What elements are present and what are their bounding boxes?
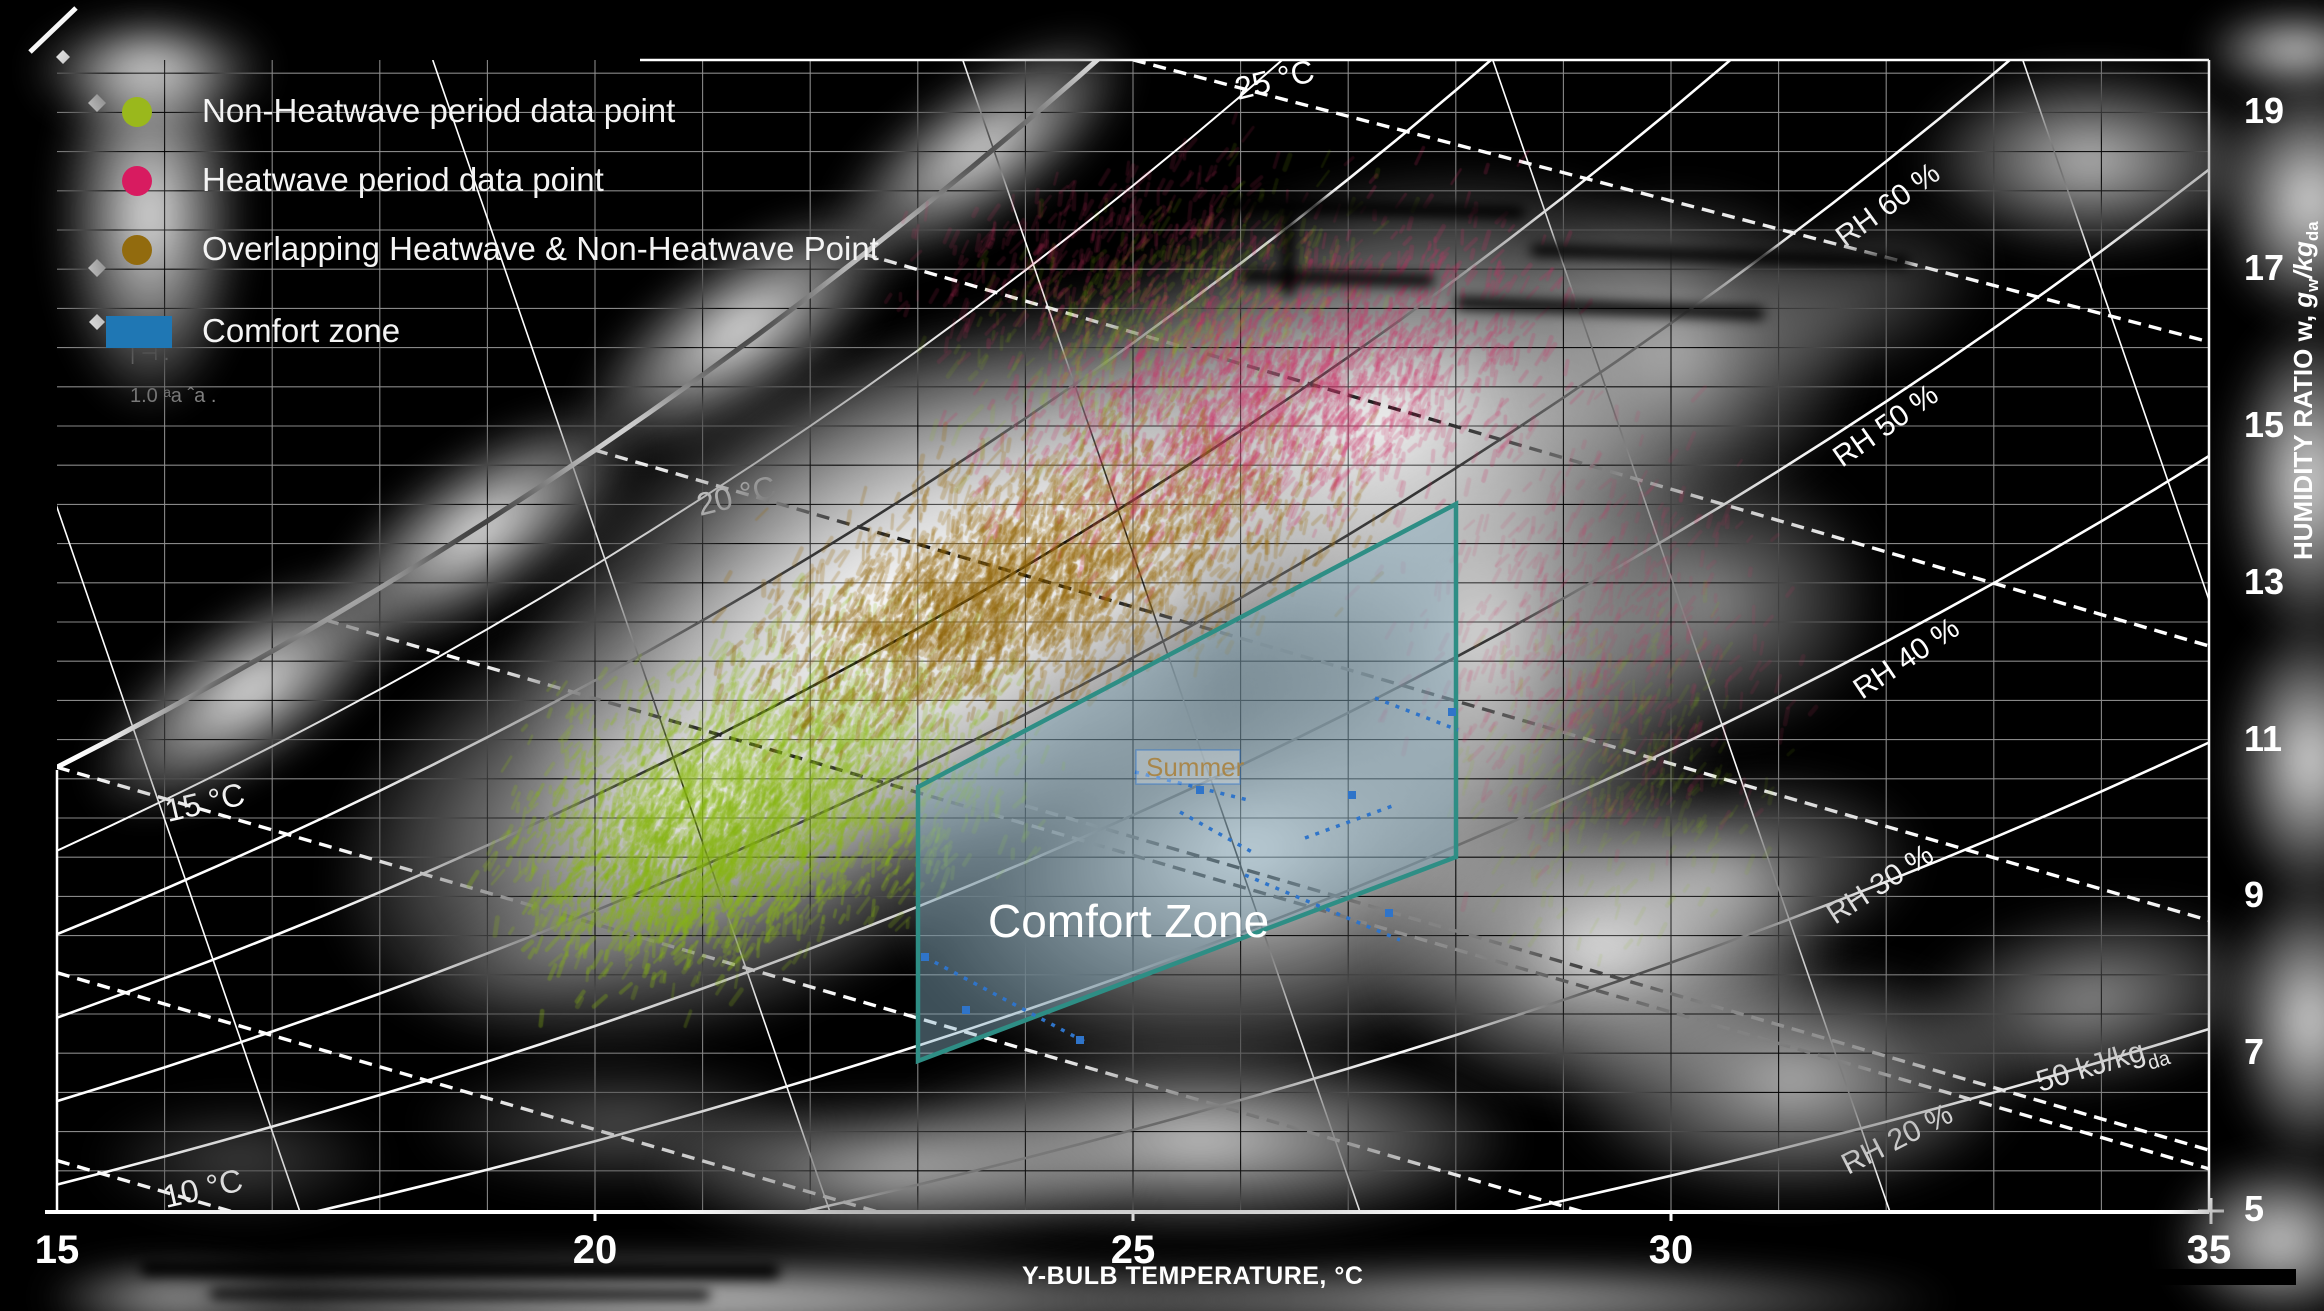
y-tick-label: 13 [2244, 560, 2285, 602]
summer-annotation-box [1135, 749, 1241, 785]
y-tick-label: 17 [2244, 247, 2285, 289]
x-tick-label: 25 [1110, 1228, 1156, 1272]
legend-marker-icon [122, 97, 152, 127]
summer-trace [1374, 696, 1459, 732]
comfort-zone-label: Comfort Zone [988, 895, 1270, 947]
black-smudge [209, 1289, 711, 1300]
legend-item-3: Comfort zone [202, 312, 401, 349]
summer-trace-marker [921, 953, 929, 961]
y-axis-title-part: da [2303, 221, 2323, 242]
y-axis-title: HUMIDITY RATIO w, gw/kgda [2288, 221, 2323, 560]
summer-trace [1179, 810, 1253, 854]
black-smudge [139, 1260, 781, 1279]
summer-trace-marker [962, 1006, 970, 1014]
x-axis-title: Y-BULB TEMPERATURE, °C [1022, 1262, 1364, 1290]
bottom-right-bar [2018, 1269, 2296, 1285]
legend-item-1: Heatwave period data point [202, 161, 604, 198]
summer-annotation-label: Summer [1146, 752, 1245, 782]
summer-trace-marker [1448, 708, 1456, 716]
y-tick-label: 19 [2244, 90, 2285, 132]
comfort-zone-polygon [915, 500, 1459, 1065]
legend-item-0: Non-Heatwave period data point [202, 92, 676, 129]
summer-trace-marker [1385, 909, 1393, 917]
black-smudge [1282, 205, 1294, 295]
y-tick-label: 11 [2244, 717, 2283, 759]
y-axis-title-part: w [2303, 278, 2323, 292]
y-tick-label: 15 [2244, 404, 2285, 445]
summer-trace-marker [1076, 1036, 1084, 1044]
summer-trace [1134, 770, 1249, 802]
x-tick-label: 35 [2186, 1228, 2232, 1272]
legend-marker-icon [122, 235, 152, 265]
summer-trace [924, 955, 1086, 1044]
legend-marker-icon [122, 166, 152, 196]
y-axis-title-part: /kg [2288, 241, 2318, 279]
x-tick-label: 20 [572, 1228, 618, 1272]
y-axis-title-part: g [2288, 291, 2318, 308]
y-tick-label: 7 [2244, 1031, 2265, 1073]
comfort-zone-swatch [106, 316, 172, 348]
summer-trace [1304, 803, 1396, 840]
legend-item-2: Overlapping Heatwave & Non-Heatwave Poin… [202, 230, 879, 267]
y-tick-label: 5 [2244, 1188, 2265, 1229]
x-tick-label: 15 [34, 1228, 80, 1272]
y-tick-label: 9 [2244, 874, 2265, 916]
summer-trace-marker [1196, 786, 1204, 794]
summer-trace-marker [1348, 791, 1356, 799]
y-axis-title-part: HUMIDITY RATIO w, [2288, 307, 2318, 560]
x-tick-label: 30 [1648, 1228, 1694, 1272]
